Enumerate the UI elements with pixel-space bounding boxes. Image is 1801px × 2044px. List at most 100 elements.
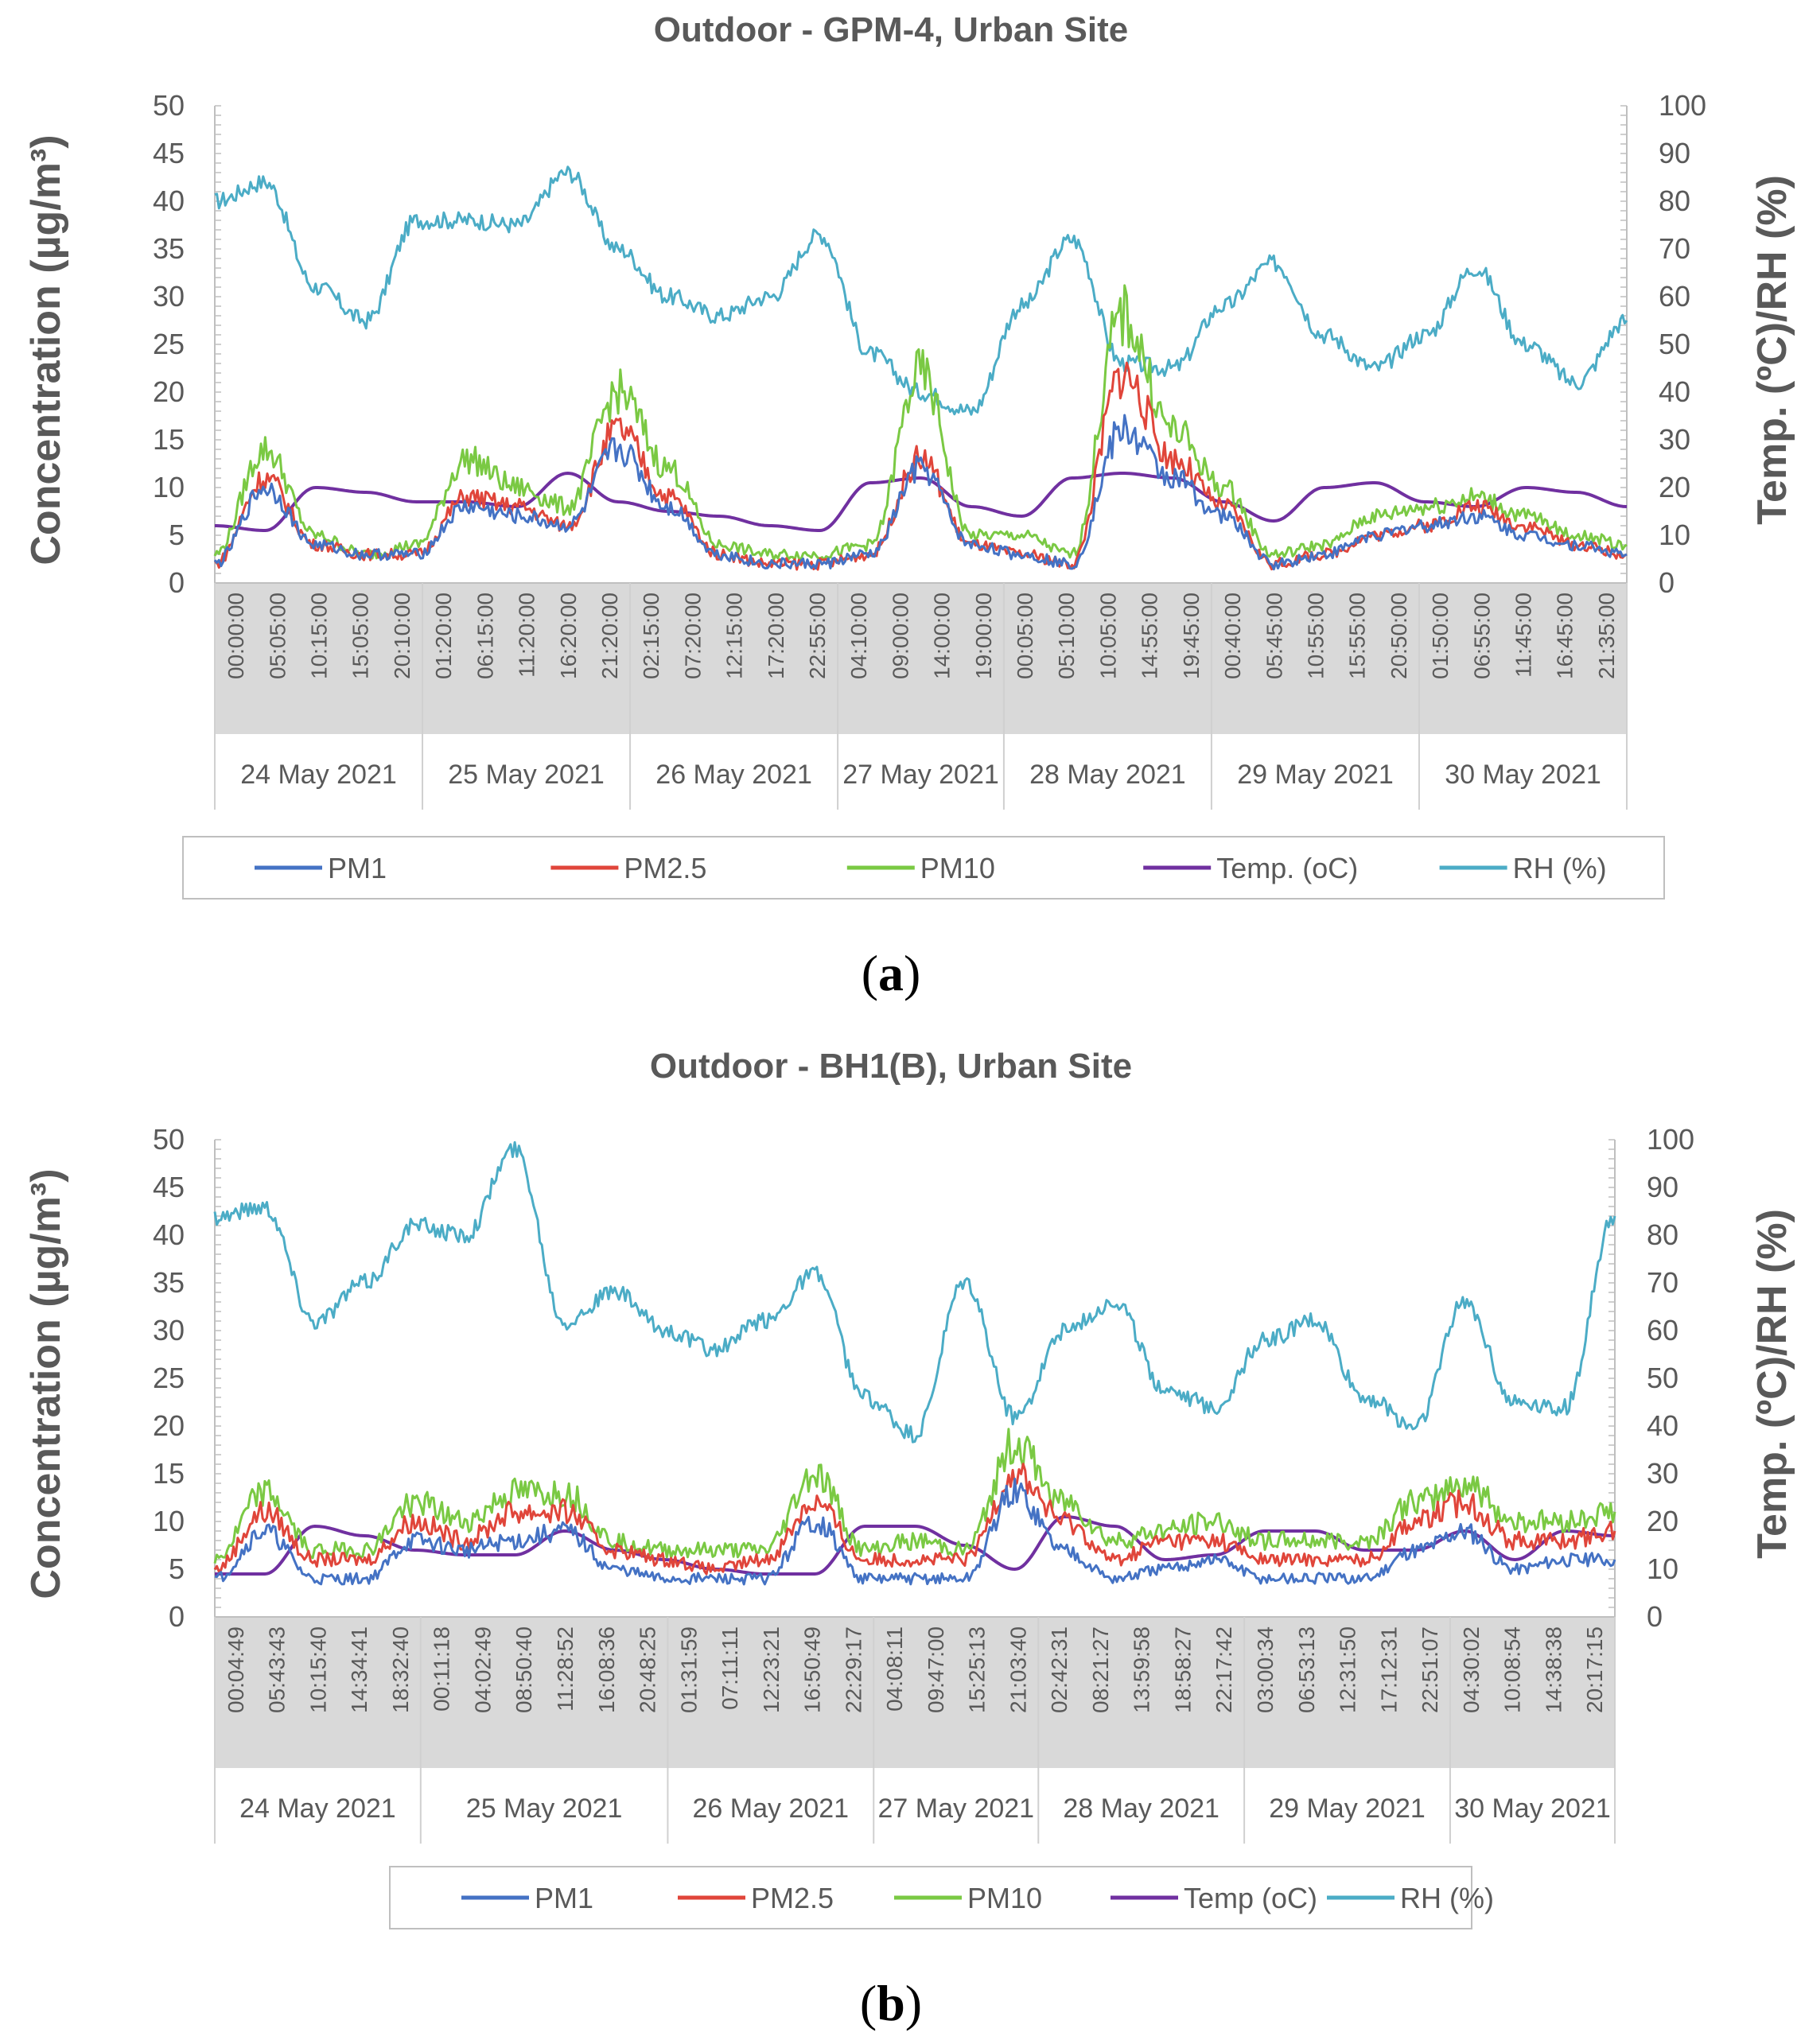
series-temp-oc [215,472,1628,532]
x-tick-label: 21:20:00 [597,593,622,679]
x-tick-label: 15:05:00 [348,593,373,679]
x-tick-label: 03:00:34 [1253,1626,1278,1713]
x-tick-label: 02:15:00 [639,593,663,679]
x-tick-label: 08:50:40 [512,1626,536,1713]
y-tick-label: 50 [153,89,185,122]
y-tick-label: 20 [153,375,185,408]
x-tick-label: 00:11:18 [430,1626,454,1712]
day-label: 29 May 2021 [1237,760,1394,790]
x-tick-label: 20:48:25 [636,1626,660,1713]
y-tick-label: 45 [153,137,185,169]
x-tick-label: 14:00:00 [930,593,955,679]
y-tick-label: 50 [153,1123,185,1156]
x-tick-label: 01:31:59 [676,1626,701,1713]
x-tick-label: 12:31:50 [1336,1626,1360,1713]
y2-tick-label: 20 [1647,1505,1678,1537]
y-tick-label: 30 [153,1314,185,1346]
chart-a-x-categories: 00:00:00 05:05:00 10:15:00 15:05:00 20:10:00… [224,593,1619,679]
x-tick-label: 06:15:00 [473,593,497,679]
x-tick-label: 06:53:13 [1294,1626,1319,1713]
y2-tick-label: 50 [1659,328,1690,360]
legend-label: PM1 [535,1882,593,1914]
y-tick-label: 40 [153,1218,185,1251]
x-tick-label: 07:11:11 [718,1626,742,1710]
chart-b: Outdoor - BH1(B), Urban Site Concentrati… [23,1047,1795,1929]
panel-label-b: (b) [860,1975,922,2031]
x-tick-label: 12:23:21 [759,1626,784,1713]
y2-tick-label: 30 [1647,1457,1678,1490]
chart-a-ylabel-right: Temp. (ºC)/RH (%) [1749,175,1795,525]
chart-b-x-categories: 00:04:49 05:43:43 10:15:40 14:34:41 18:32:40… [224,1626,1607,1713]
x-tick-label: 10:55:00 [1304,593,1328,679]
x-tick-label: 13:59:58 [1130,1626,1154,1713]
day-label: 28 May 2021 [1063,1793,1219,1824]
day-label: 27 May 2021 [878,1793,1035,1824]
day-label: 30 May 2021 [1454,1793,1611,1824]
x-tick-label: 16:08:36 [594,1626,619,1713]
legend-label: PM10 [920,852,995,884]
x-tick-label: 14:55:00 [1138,593,1162,679]
legend-label: RH (%) [1400,1882,1494,1914]
y2-tick-label: 50 [1647,1362,1678,1394]
chart-a-legend: PM1 PM2.5 PM10 Temp. (oC) RH (%) [182,836,1665,900]
x-tick-label: 05:10:00 [1054,593,1079,679]
day-label: 26 May 2021 [655,760,812,790]
day-label: 24 May 2021 [239,1793,396,1824]
x-tick-label: 18:58:27 [1171,1626,1196,1713]
x-tick-label: 05:43:43 [265,1626,290,1713]
series-rh [213,1141,1616,1444]
y-tick-label: 10 [153,471,185,503]
y-tick-label: 15 [153,1457,185,1490]
chart-a-ylabel-left: Concentration (µg/m³) [23,134,69,565]
y-tick-label: 5 [169,1552,185,1585]
x-tick-label: 04:02:49 [471,1626,496,1713]
chart-a-series [213,165,1628,571]
x-tick-label: 20:50:00 [1387,593,1411,679]
y-tick-label: 45 [153,1171,185,1203]
y2-tick-label: 70 [1647,1266,1678,1299]
day-label: 28 May 2021 [1029,760,1186,790]
y-tick-label: 30 [153,280,185,313]
day-label: 27 May 2021 [842,760,999,790]
x-tick-label: 10:05:00 [1095,593,1120,679]
y-tick-label: 40 [153,185,185,217]
panel-label-a: (a) [862,945,921,1001]
x-tick-label: 02:42:31 [1047,1626,1072,1713]
y2-tick-label: 100 [1659,89,1706,122]
y2-tick-label: 0 [1647,1600,1663,1633]
legend-label: PM1 [328,852,387,884]
x-tick-label: 10:15:40 [305,1626,330,1713]
y2-tick-label: 60 [1647,1314,1678,1346]
legend-label: Temp. (oC) [1216,852,1358,884]
chart-b-x-days: 24 May 2021 25 May 2021 26 May 2021 27 May … [214,1617,1616,1844]
day-label: 30 May 2021 [1445,760,1601,790]
day-label: 24 May 2021 [240,760,397,790]
series-pm2-5 [213,1463,1616,1576]
series-pm2-5 [214,361,1628,571]
y-tick-label: 25 [153,328,185,360]
x-tick-label: 06:55:00 [1469,593,1494,679]
y2-tick-label: 0 [1659,566,1675,599]
chart-a-axes [214,105,1628,734]
x-tick-label: 01:50:00 [1428,593,1453,679]
y2-tick-label: 60 [1659,280,1690,313]
x-tick-label: 04:10:00 [846,593,871,679]
day-label: 25 May 2021 [448,760,605,790]
y-tick-label: 10 [153,1505,185,1537]
y2-tick-label: 10 [1659,519,1690,551]
series-pm1 [214,1477,1616,1586]
x-tick-label: 16:45:00 [1553,593,1577,679]
x-tick-label: 22:55:00 [805,593,830,679]
chart-b-ylabel-right: Temp. (ºC)/RH (%) [1749,1209,1795,1559]
y2-tick-label: 100 [1647,1123,1694,1156]
y-tick-label: 35 [153,1266,185,1299]
x-tick-label: 20:10:00 [390,593,414,679]
chart-a-title: Outdoor - GPM-4, Urban Site [654,10,1128,49]
y2-tick-label: 40 [1647,1409,1678,1442]
x-tick-label: 04:08:11 [882,1626,907,1712]
y-tick-label: 0 [169,566,185,599]
y-tick-label: 35 [153,232,185,265]
x-tick-label: 15:25:13 [965,1626,990,1713]
chart-a-x-days: 24 May 2021 25 May 2021 26 May 2021 27 May … [214,583,1628,810]
x-tick-label: 12:15:00 [722,593,747,679]
